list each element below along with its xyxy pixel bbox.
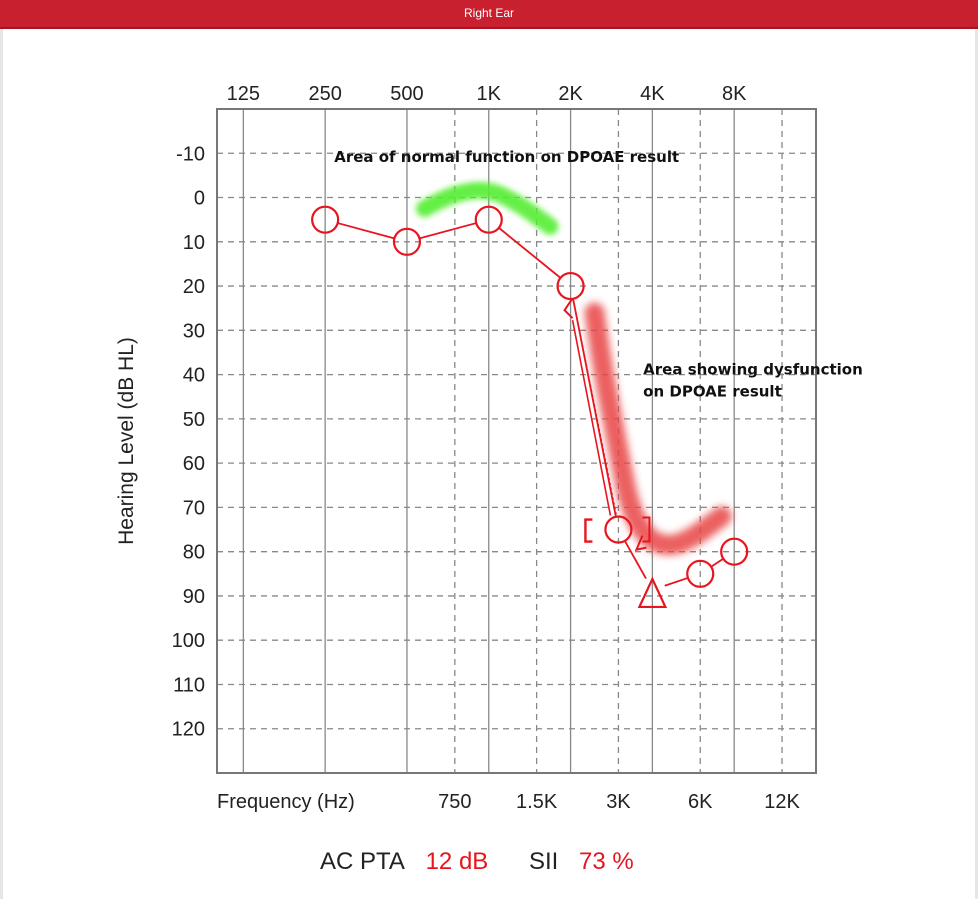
x-tick-label-bottom: 12K xyxy=(764,791,800,813)
sii-value: 73 % xyxy=(578,848,634,875)
ac-pta-value: 12 dB xyxy=(425,848,489,875)
air-conduction-line xyxy=(498,227,562,279)
plot-frame xyxy=(216,108,817,774)
masked-bone-conduction-bracket xyxy=(584,518,593,543)
chart-labels: 125 250 500 1K 2K 4K 8K 750 1.5K 3K 6K 12K -10 0 10 20 3… xyxy=(115,83,863,813)
x-tick-label-top: 2K xyxy=(558,83,583,105)
masked-bone-conduction-bracket xyxy=(642,516,651,543)
sii-label: SII xyxy=(528,848,559,875)
air-conduction-point xyxy=(686,559,715,588)
x-tick-label-top: 8K xyxy=(722,83,747,105)
y-axis-label: Hearing Level (dB HL) xyxy=(115,337,138,545)
y-tick-label: -10 xyxy=(176,143,205,165)
x-tick-label-bottom: 750 xyxy=(438,791,471,813)
bone-conduction-line xyxy=(571,320,612,516)
x-tick-label-top: 500 xyxy=(390,83,423,105)
normal-function-highlight xyxy=(415,181,559,235)
dysfunction-highlight xyxy=(584,302,732,556)
y-tick-label: 40 xyxy=(183,365,205,387)
dpoae-highlights xyxy=(415,181,732,556)
air-conduction-line xyxy=(624,540,647,580)
x-tick-label-top: 1K xyxy=(477,83,502,105)
x-axis-label: Frequency (Hz) xyxy=(217,791,355,813)
summary-bar: AC PTA 12 dB SII 73 % xyxy=(320,848,648,880)
bone-conduction-symbol xyxy=(563,297,574,319)
air-conduction-line xyxy=(572,298,617,517)
ac-pta-label: AC PTA xyxy=(320,848,405,875)
y-tick-label: 0 xyxy=(194,188,205,210)
x-tick-label-bottom: 3K xyxy=(606,791,631,813)
y-tick-label: 100 xyxy=(172,630,205,652)
bone-conduction-symbol xyxy=(634,535,647,552)
y-tick-label: 80 xyxy=(183,542,205,564)
chart-series xyxy=(311,205,749,609)
y-tick-label: 110 xyxy=(173,674,205,696)
y-tick-label: 30 xyxy=(183,320,205,342)
x-tick-label-top: 4K xyxy=(640,83,665,105)
y-tick-label: 120 xyxy=(172,719,205,741)
window-frame-right xyxy=(975,29,978,899)
y-tick-label: 20 xyxy=(183,276,205,298)
air-conduction-line xyxy=(419,222,477,240)
y-tick-label: 50 xyxy=(183,409,205,431)
air-conduction-point xyxy=(604,515,633,544)
air-conduction-point xyxy=(474,205,503,234)
x-tick-label-bottom: 6K xyxy=(688,791,713,813)
air-conduction-point xyxy=(556,271,585,301)
chart-annotation: Area showing dysfunction xyxy=(643,361,863,379)
x-tick-label-top: 125 xyxy=(227,83,260,105)
y-tick-label: 70 xyxy=(183,497,205,519)
window-frame-left xyxy=(0,29,3,899)
air-conduction-line xyxy=(337,222,395,240)
chart-annotation: on DPOAE result xyxy=(643,383,782,401)
x-tick-label-top: 250 xyxy=(308,83,341,105)
air-conduction-line xyxy=(710,558,724,568)
air-conduction-point xyxy=(392,227,422,256)
masked-threshold-point xyxy=(637,576,668,609)
y-tick-label: 90 xyxy=(183,586,205,608)
y-tick-label: 60 xyxy=(183,453,205,475)
air-conduction-point xyxy=(720,537,749,566)
chart-axes xyxy=(216,108,817,774)
chart-annotation: Area of normal function on DPOAE result xyxy=(334,148,679,166)
bone-conduction-line-dotted xyxy=(575,316,618,516)
air-conduction-line xyxy=(664,577,689,587)
air-conduction-point xyxy=(311,205,340,234)
y-tick-label: 10 xyxy=(183,232,205,254)
window-title: Right Ear xyxy=(0,0,978,29)
x-tick-label-bottom: 1.5K xyxy=(516,791,558,813)
